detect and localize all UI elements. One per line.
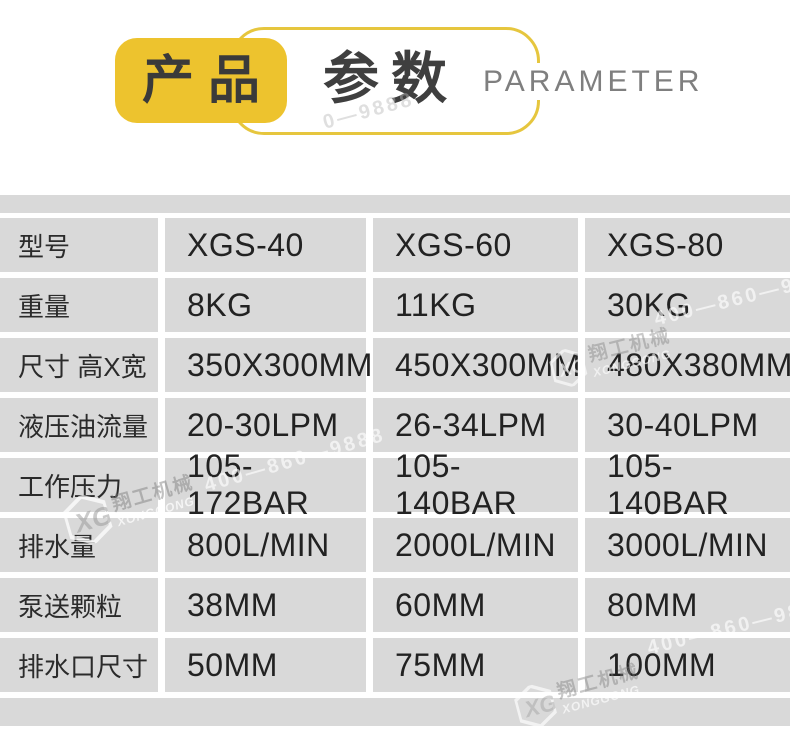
row-label: 型号	[0, 218, 158, 272]
cell-value: 50MM	[165, 638, 366, 692]
table-row-particle: 泵送颗粒 38MM 60MM 80MM	[0, 578, 790, 632]
cell-value: 60MM	[373, 578, 578, 632]
cell-value: 8KG	[165, 278, 366, 332]
row-label: 排水口尺寸	[0, 638, 158, 692]
cell-value: 105-140BAR	[585, 448, 790, 521]
table-row-size: 尺寸 高X宽 350X300MM 450X300MM 480X380MM	[0, 338, 790, 392]
row-label: 尺寸 高X宽	[0, 338, 158, 392]
cell-value: 11KG	[373, 278, 578, 332]
row-label: 重量	[0, 278, 158, 332]
table-bottom-strip	[0, 698, 790, 726]
row-label: 液压油流量	[0, 398, 158, 452]
cell-value: 80MM	[585, 578, 790, 632]
cell-value: 26-34LPM	[373, 398, 578, 452]
table-row-outlet: 排水口尺寸 50MM 75MM 100MM	[0, 638, 790, 692]
cell-value: 100MM	[585, 638, 790, 692]
spec-table: 型号 XGS-40 XGS-60 XGS-80 重量 8KG 11KG 30KG…	[0, 195, 790, 726]
table-row-drainage: 排水量 800L/MIN 2000L/MIN 3000L/MIN	[0, 518, 790, 572]
cell-value: 450X300MM	[373, 338, 580, 392]
page-subtitle: PARAMETER	[477, 63, 710, 100]
cell-value: 800L/MIN	[165, 518, 366, 572]
table-row-model: 型号 XGS-40 XGS-60 XGS-80	[0, 218, 790, 272]
product-badge: 产品	[115, 38, 287, 123]
table-row-weight: 重量 8KG 11KG 30KG	[0, 278, 790, 332]
row-label: 工作压力	[0, 458, 158, 512]
cell-value: 3000L/MIN	[585, 518, 790, 572]
cell-value: 30-40LPM	[585, 398, 790, 452]
cell-value: 20-30LPM	[165, 398, 366, 452]
table-row-pressure: 工作压力 105-172BAR 105-140BAR 105-140BAR	[0, 448, 790, 521]
row-label: 泵送颗粒	[0, 578, 158, 632]
cell-value: 105-140BAR	[373, 448, 578, 521]
row-label: 排水量	[0, 518, 158, 572]
cell-value: 30KG	[585, 278, 790, 332]
cell-value: 75MM	[373, 638, 578, 692]
cell-value: XGS-40	[165, 218, 366, 272]
cell-value: 350X300MM	[165, 338, 372, 392]
page-title: 参数	[323, 47, 459, 110]
table-top-strip	[0, 195, 790, 213]
cell-value: XGS-60	[373, 218, 578, 272]
cell-value: 105-172BAR	[165, 448, 366, 521]
cell-value: 2000L/MIN	[373, 518, 578, 572]
cell-value: 480X380MM	[585, 338, 790, 392]
product-badge-label: 产品	[141, 51, 274, 110]
cell-value: XGS-80	[585, 218, 790, 272]
table-row-oil-flow: 液压油流量 20-30LPM 26-34LPM 30-40LPM	[0, 398, 790, 452]
cell-value: 38MM	[165, 578, 366, 632]
